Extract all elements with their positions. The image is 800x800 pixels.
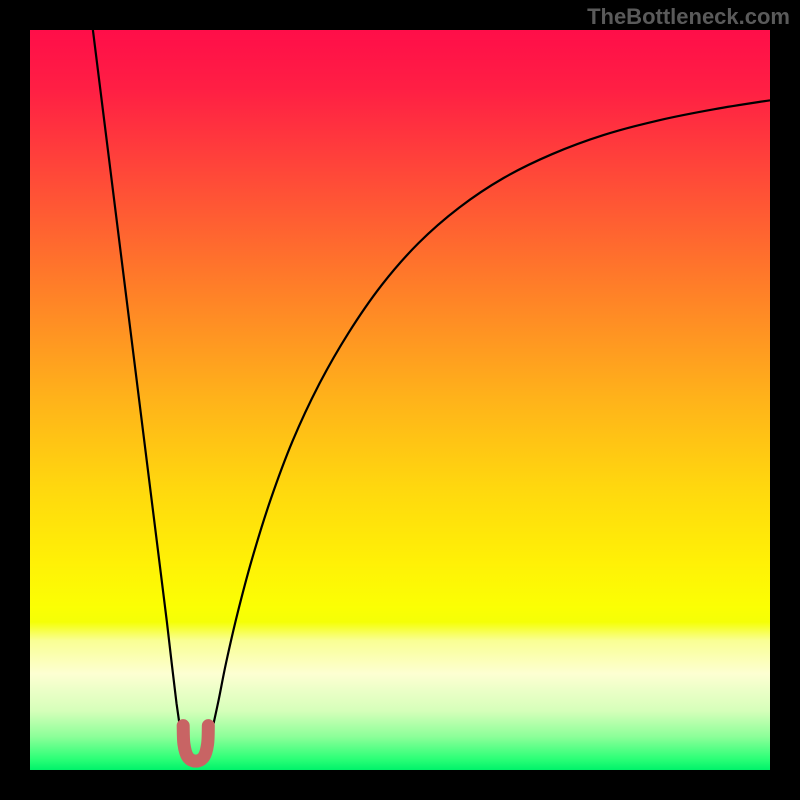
plot-background [30, 30, 770, 770]
chart-container: TheBottleneck.com [0, 0, 800, 800]
bottleneck-chart [0, 0, 800, 800]
watermark-text: TheBottleneck.com [587, 4, 790, 30]
